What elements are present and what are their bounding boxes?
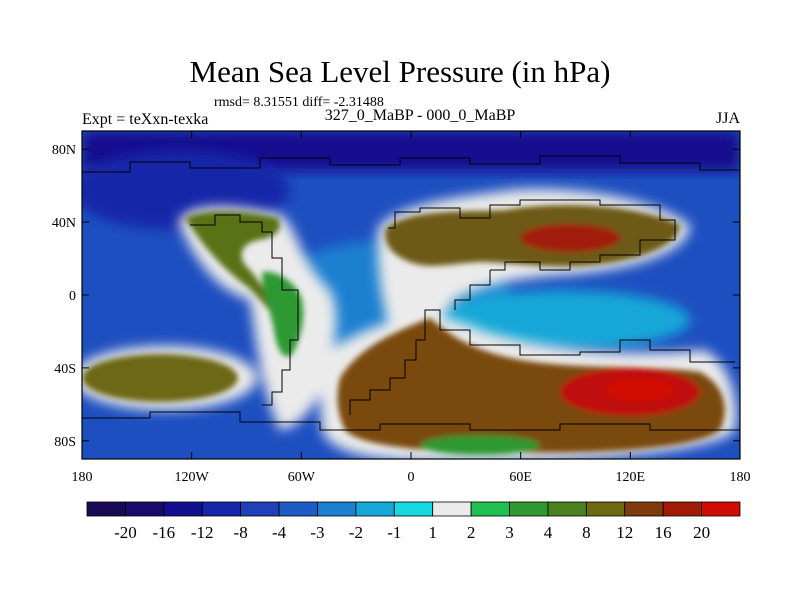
x-tick-label: 180 [72, 470, 93, 485]
colorbar-swatch [662, 501, 702, 517]
x-tick-label: 60W [288, 470, 316, 485]
high-north-america [185, 211, 290, 322]
colorbar-swatch [585, 501, 626, 517]
colorbar-label: -16 [152, 523, 175, 542]
season-label: JJA [715, 110, 740, 127]
coastline-laurasia-south [454, 270, 491, 310]
experiment-label: Expt = teXxn-texka [82, 111, 209, 128]
x-tick-label: 180 [730, 470, 751, 485]
period-label: 327_0_MaBP - 000_0_MaBP [324, 107, 516, 124]
colorbar-swatch [432, 501, 472, 517]
colorbar-swatch [201, 501, 242, 517]
colorbar-swatch [125, 501, 165, 517]
high-south-america [262, 271, 304, 357]
coastline-laurasia [388, 199, 676, 271]
colorbar-label: 20 [693, 523, 710, 542]
map-area [82, 131, 740, 459]
x-tick-label: 60E [509, 470, 532, 485]
page-title: Mean Sea Level Pressure (in hPa) [189, 54, 611, 89]
y-tick-label: 0 [69, 289, 76, 304]
colorbar-label: -2 [349, 523, 363, 542]
x-tick-label: 0 [408, 470, 415, 485]
colorbar-label: -3 [310, 523, 324, 542]
y-tick-label: 80S [54, 435, 76, 450]
colorbar-swatch [163, 501, 203, 517]
colorbar: -20 -16 -12 -8 -4 -3 -2 -1 1 2 3 4 8 12 16 20 [86, 501, 741, 542]
colorbar-swatch [86, 501, 126, 517]
colorbar-swatch [470, 501, 510, 517]
high-gondwana [337, 318, 725, 453]
colorbar-swatch [317, 501, 357, 517]
colorbar-swatch [624, 501, 664, 517]
colorbar-swatch [509, 501, 549, 517]
colorbar-label: -1 [387, 523, 401, 542]
y-tick-label: 40N [52, 216, 76, 231]
stats-label: rmsd= 8.31551 diff= -2.31488 [214, 95, 384, 110]
x-tick-label: 120W [175, 470, 210, 485]
y-tick-label: 40S [54, 362, 76, 377]
colorbar-label: -4 [272, 523, 287, 542]
coastline-gondwana [432, 309, 735, 363]
y-tick-label: 80N [52, 143, 76, 158]
colorbar-label: 4 [544, 523, 553, 542]
colorbar-swatch [393, 501, 434, 517]
x-tick-label: 120E [616, 470, 646, 485]
colorbar-label: 2 [467, 523, 476, 542]
core-southern-gondwana-inner [605, 378, 675, 402]
colorbar-label: 3 [505, 523, 514, 542]
core-central-asia [520, 224, 620, 252]
halo-americas [178, 206, 337, 430]
coastline-gondwana-west [349, 309, 432, 415]
coastline-americas [190, 214, 299, 406]
colorbar-label: -8 [234, 523, 248, 542]
colorbar-label: -20 [114, 523, 137, 542]
colorbar-swatch [278, 501, 318, 517]
colorbar-swatch [547, 501, 587, 517]
colorbar-swatch [701, 501, 741, 517]
high-south-pacific [82, 354, 238, 402]
colorbar-swatch [355, 501, 395, 517]
colorbar-label: 8 [582, 523, 591, 542]
south-pole-high [420, 435, 540, 455]
colorbar-label: 1 [428, 523, 437, 542]
coastline-south [82, 411, 740, 431]
coastline-north [82, 155, 740, 173]
colorbar-swatch [240, 501, 280, 517]
colorbar-label: 16 [655, 523, 672, 542]
colorbar-label: -12 [191, 523, 214, 542]
axis-ticks: 80N 40N 0 40S 80S 180 120W 60W 0 60E 120E 180 [52, 131, 751, 485]
colorbar-label: 12 [616, 523, 633, 542]
